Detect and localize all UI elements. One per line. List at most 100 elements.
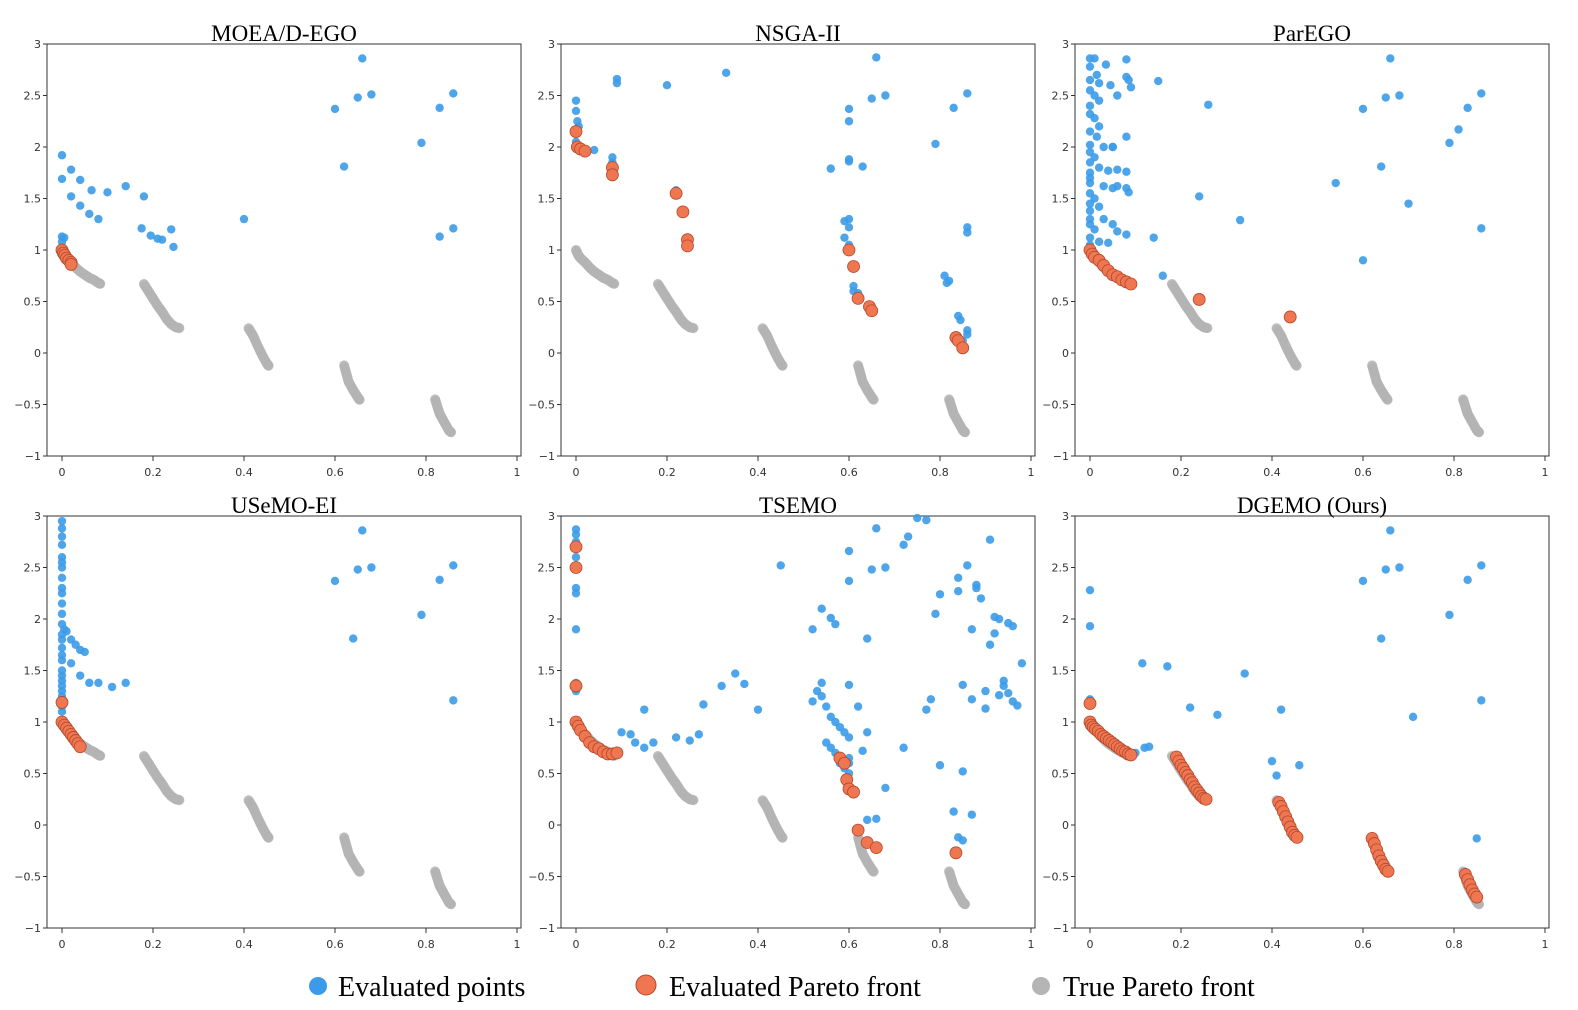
- pareto-point: [851, 292, 865, 305]
- y-tick-label: 1: [1062, 244, 1069, 257]
- evaluated-point: [922, 515, 931, 525]
- evaluated-point: [963, 89, 972, 98]
- y-tick-label: −0.5: [528, 399, 555, 412]
- y-tick-label: −1: [25, 922, 41, 935]
- pareto-point: [676, 205, 690, 219]
- evaluated-point: [867, 94, 876, 103]
- true-front-point: [960, 427, 971, 438]
- evaluated-point: [685, 736, 694, 745]
- true-front-point: [688, 323, 699, 334]
- pareto-point: [55, 696, 69, 709]
- evaluated-point: [57, 573, 67, 582]
- evaluated-point: [1008, 622, 1017, 631]
- x-tick-label: 1: [1028, 466, 1035, 479]
- true-front-point: [446, 899, 457, 910]
- evaluated-point: [913, 513, 922, 523]
- evaluated-point: [435, 232, 444, 241]
- evaluated-point: [1276, 705, 1286, 714]
- y-tick-label: 0.5: [24, 296, 42, 309]
- evaluated-point: [1240, 669, 1249, 678]
- pareto-point: [1470, 890, 1484, 904]
- evaluated-point: [931, 609, 940, 619]
- evaluated-point: [417, 610, 426, 620]
- evaluated-point: [1017, 659, 1027, 668]
- evaluated-point: [949, 103, 958, 113]
- evaluated-point: [617, 728, 626, 737]
- evaluated-point: [1092, 70, 1102, 80]
- evaluated-point: [1408, 712, 1418, 722]
- evaluated-point: [985, 535, 995, 544]
- pareto-point: [669, 186, 683, 200]
- evaluated-point: [899, 540, 908, 550]
- y-tick-label: 3: [34, 510, 41, 523]
- evaluated-point: [740, 679, 749, 689]
- evaluated-point: [649, 738, 658, 747]
- true-front-point: [263, 360, 274, 371]
- evaluated-point: [85, 209, 94, 219]
- y-tick-label: 2: [1062, 141, 1069, 154]
- evaluated-point: [1108, 142, 1117, 152]
- evaluated-point: [1377, 634, 1386, 643]
- evaluated-point: [1113, 91, 1122, 100]
- evaluated-point: [449, 696, 458, 705]
- x-tick-label: 1: [1542, 938, 1549, 951]
- evaluated-point: [1113, 227, 1122, 236]
- evaluated-point: [1386, 54, 1395, 63]
- evaluated-point: [76, 201, 85, 210]
- evaluated-point: [1085, 158, 1095, 167]
- y-tick-label: 2: [1062, 613, 1069, 626]
- y-tick-label: 0.5: [538, 768, 556, 781]
- y-tick-label: 1.5: [1052, 193, 1070, 206]
- pareto-point: [865, 304, 879, 318]
- evaluated-point: [1090, 225, 1099, 234]
- pareto-point: [1290, 830, 1304, 844]
- evaluated-point: [137, 224, 146, 233]
- evaluated-point: [57, 151, 67, 160]
- evaluated-point: [1106, 81, 1115, 90]
- evaluated-point: [1272, 771, 1281, 780]
- pareto-point: [1124, 748, 1138, 762]
- evaluated-point: [1472, 834, 1481, 843]
- evaluated-point: [1099, 142, 1108, 152]
- pareto-point: [1083, 697, 1097, 710]
- evaluated-point: [1154, 76, 1163, 86]
- evaluated-point: [942, 278, 952, 288]
- evaluated-point: [626, 730, 635, 739]
- x-tick-label: 0.6: [840, 938, 858, 951]
- subplot-title: NSGA-II: [755, 21, 841, 46]
- subplot-title: MOEA/D-EGO: [211, 21, 357, 46]
- x-tick-label: 0.2: [1172, 466, 1190, 479]
- evaluated-point: [57, 635, 67, 644]
- subplot-6: −1 −0.5 0 0.5 1 1.5 2 2.5 3 0 0.2 0.4 0.6 0.8 1 DGEMO (…: [1042, 493, 1550, 951]
- x-tick-label: 0.4: [235, 466, 253, 479]
- evaluated-point: [66, 192, 76, 201]
- plot-frame: [46, 515, 522, 929]
- y-tick-label: 1.5: [538, 665, 556, 678]
- evaluated-point: [881, 91, 890, 100]
- evaluated-point: [449, 561, 458, 570]
- y-tick-label: −1: [1053, 450, 1069, 463]
- pareto-point: [1283, 310, 1297, 324]
- x-tick-label: 0: [1087, 466, 1094, 479]
- evaluated-point: [1463, 575, 1472, 585]
- evaluated-point: [57, 540, 67, 550]
- evaluated-point: [1195, 192, 1204, 201]
- evaluated-point: [435, 575, 444, 585]
- x-tick-label: 0.6: [840, 466, 858, 479]
- evaluated-point: [571, 106, 581, 116]
- legend-marker-evaluated: [309, 977, 327, 995]
- y-tick-label: 0.5: [1052, 296, 1070, 309]
- evaluated-point: [958, 680, 967, 690]
- evaluated-point: [976, 594, 986, 603]
- evaluated-point: [826, 613, 835, 623]
- evaluated-point: [867, 565, 876, 574]
- evaluated-point: [985, 640, 995, 649]
- true-front-point: [1291, 360, 1302, 371]
- x-tick-label: 0.6: [326, 466, 344, 479]
- pareto-point: [1124, 277, 1138, 291]
- evaluated-point: [1094, 202, 1104, 211]
- evaluated-point: [66, 165, 76, 174]
- evaluated-point: [590, 145, 599, 155]
- evaluated-point: [963, 228, 972, 237]
